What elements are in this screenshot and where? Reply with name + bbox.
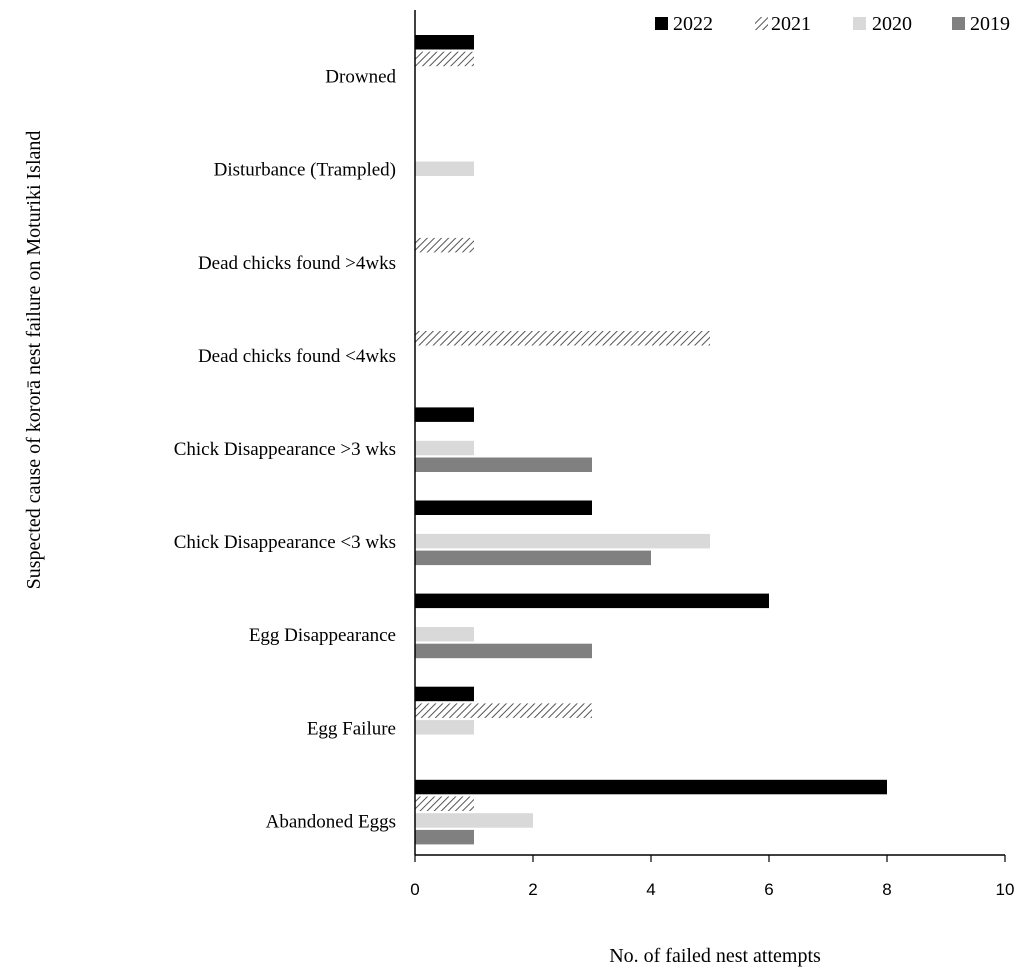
- x-axis-title: No. of failed nest attempts: [609, 945, 821, 967]
- x-tick-label: 10: [996, 880, 1015, 899]
- category-label: Egg Disappearance: [249, 625, 396, 646]
- category-label: Drowned: [325, 67, 396, 88]
- bar-2021-0: [415, 51, 474, 67]
- bar-2022-0: [415, 35, 474, 50]
- bar-2020-7: [415, 720, 474, 735]
- legend-label-2020: 2020: [872, 13, 912, 35]
- category-label: Chick Disappearance <3 wks: [174, 532, 396, 553]
- category-label: Chick Disappearance >3 wks: [174, 439, 396, 460]
- bar-2021-8: [415, 796, 474, 811]
- category-label: Abandoned Eggs: [266, 811, 396, 832]
- bar-2021-7: [415, 703, 592, 718]
- bar-2019-5: [415, 550, 651, 566]
- bars-layer: [415, 35, 887, 845]
- legend-label-2021: 2021: [771, 13, 811, 35]
- bar-2022-6: [415, 593, 769, 609]
- legend-label-2022: 2022: [673, 13, 713, 35]
- bar-2020-1: [415, 161, 474, 176]
- bar-2020-4: [415, 440, 474, 456]
- bar-2022-7: [415, 686, 474, 702]
- legend-label-2019: 2019: [970, 13, 1010, 35]
- legend-swatch-2020: [853, 17, 866, 30]
- x-tick-label: 4: [646, 880, 655, 899]
- category-label: Dead chicks found <4wks: [198, 346, 396, 367]
- legend-swatch-2021: [755, 17, 768, 30]
- legend: 2022 2021 2020 2019: [655, 13, 1010, 35]
- axes: 0 2 4 6 8 10: [410, 10, 1014, 899]
- y-axis-title: Suspected cause of kororā nest failure o…: [23, 131, 45, 590]
- legend-swatch-2022: [655, 17, 668, 30]
- bar-2020-8: [415, 813, 533, 828]
- bar-2022-8: [415, 779, 887, 795]
- x-tick-label: 8: [882, 880, 891, 899]
- bar-2020-5: [415, 533, 710, 549]
- bar-2019-6: [415, 643, 592, 659]
- x-tick-label: 0: [410, 880, 419, 899]
- bar-2022-4: [415, 407, 474, 422]
- bar-2022-5: [415, 500, 592, 515]
- bar-2020-6: [415, 627, 474, 642]
- bar-2021-2: [415, 237, 474, 253]
- bar-2019-4: [415, 457, 592, 472]
- x-tick-label: 2: [528, 880, 537, 899]
- x-tick-label: 6: [764, 880, 773, 899]
- legend-swatch-2019: [952, 17, 965, 30]
- category-labels: Drowned Disturbance (Trampled) Dead chicks…: [174, 67, 397, 833]
- bar-2019-8: [415, 829, 474, 845]
- bar-2021-3: [415, 331, 710, 346]
- category-label: Egg Failure: [307, 718, 396, 739]
- category-label: Dead chicks found >4wks: [198, 253, 396, 274]
- category-label: Disturbance (Trampled): [214, 160, 396, 181]
